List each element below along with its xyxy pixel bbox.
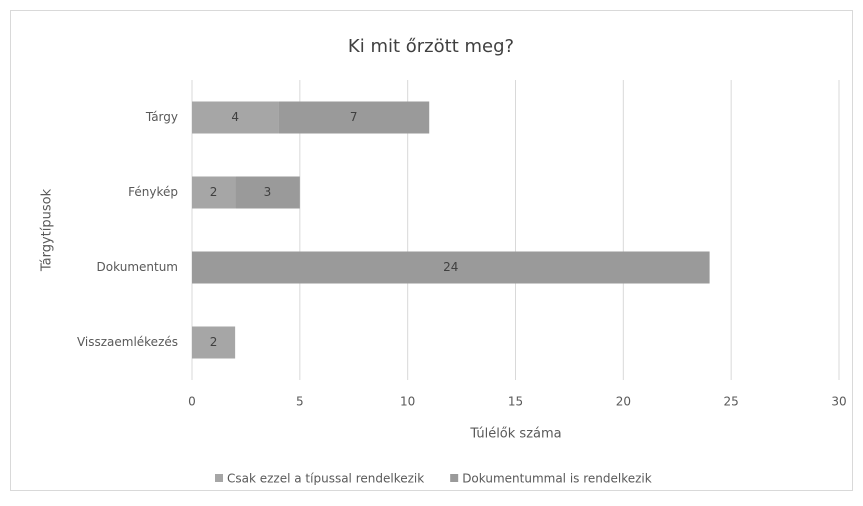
bar xyxy=(192,326,236,359)
bar xyxy=(192,251,710,284)
data-label: 7 xyxy=(350,110,358,124)
legend-swatch xyxy=(450,474,459,482)
legend-label: Csak ezzel a típussal rendelkezik xyxy=(227,472,424,486)
y-tick-label: Dokumentum xyxy=(97,260,178,274)
x-tick-label: 20 xyxy=(616,395,631,409)
x-tick-label: 10 xyxy=(400,395,415,409)
bar xyxy=(278,101,430,134)
legend-label: Dokumentummal is rendelkezik xyxy=(462,472,652,486)
bar xyxy=(192,176,236,209)
x-tick-label: 0 xyxy=(188,395,196,409)
data-label: 2 xyxy=(210,185,218,199)
data-label: 24 xyxy=(443,260,458,274)
data-label: 4 xyxy=(231,110,239,124)
chart-border xyxy=(10,10,853,491)
x-tick-label: 15 xyxy=(508,395,523,409)
x-tick-label: 30 xyxy=(831,395,846,409)
y-tick-label: Visszaemlékezés xyxy=(77,335,178,349)
chart-title: Ki mit őrzött meg? xyxy=(348,36,514,57)
x-tick-label: 25 xyxy=(724,395,739,409)
data-label: 3 xyxy=(264,185,272,199)
bar xyxy=(192,101,279,134)
data-label: 2 xyxy=(210,335,218,349)
x-tick-label: 5 xyxy=(296,395,304,409)
y-tick-label: Tárgy xyxy=(145,110,178,124)
y-tick-label: Fénykép xyxy=(128,185,178,199)
bar xyxy=(235,176,300,209)
x-axis-title: Túlélők száma xyxy=(469,427,561,442)
legend-swatch xyxy=(215,474,223,482)
y-axis-title: Tárgytípusok xyxy=(40,188,55,272)
